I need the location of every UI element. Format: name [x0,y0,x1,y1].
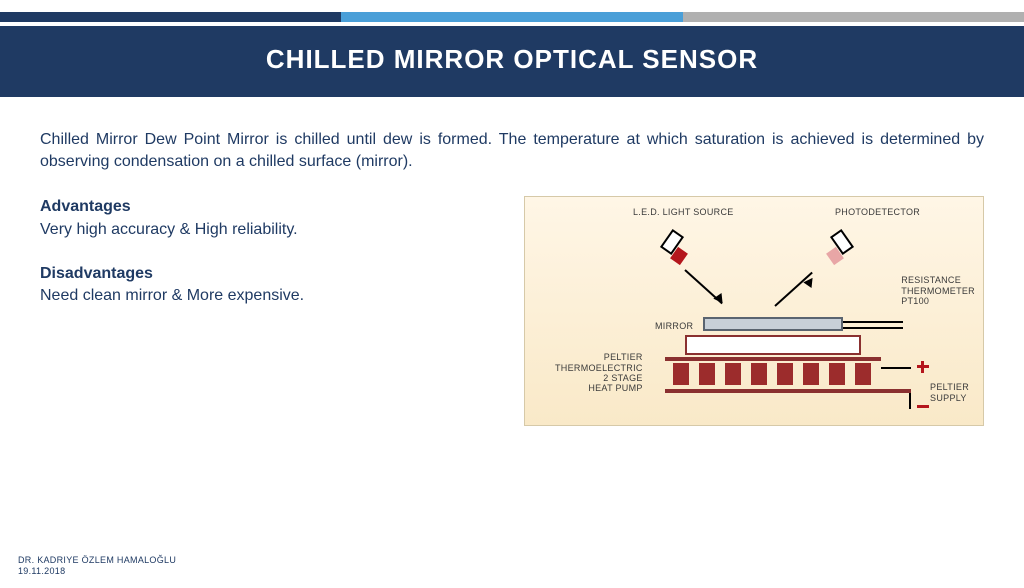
advantages-heading: Advantages [40,196,440,218]
peltier-segment [855,363,871,385]
label-supply: PELTIER SUPPLY [930,382,969,403]
peltier-rail-top [665,357,881,361]
disadvantages-body: Need clean mirror & More expensive. [40,285,440,307]
accent-seg-2 [341,12,682,22]
led-beam-line [684,269,722,304]
disadvantages-block: Disadvantages Need clean mirror & More e… [40,263,440,308]
disadvantages-heading: Disadvantages [40,263,440,285]
peltier-segment [699,363,715,385]
label-resistance-thermometer: RESISTANCE THERMOMETER PT100 [901,275,975,306]
footer-author: DR. KADRIYE ÖZLEM HAMALOĞLU [18,555,176,567]
peltier-rail-bottom [665,389,911,393]
peltier-segment [673,363,689,385]
peltier-upper-stage [685,335,861,355]
supply-wire-plus [881,367,911,369]
sensor-diagram: L.E.D. LIGHT SOURCE PHOTODETECTOR RESIST… [524,196,984,426]
label-led: L.E.D. LIGHT SOURCE [633,207,734,217]
peltier-segment [803,363,819,385]
intro-paragraph: Chilled Mirror Dew Point Mirror is chill… [40,129,984,172]
top-accent-bar [0,12,1024,22]
slide-title: CHILLED MIRROR OPTICAL SENSOR [266,44,758,74]
peltier-segment [829,363,845,385]
thermometer-wire-2 [843,327,903,329]
label-photodetector: PHOTODETECTOR [835,207,920,217]
advantages-block: Advantages Very high accuracy & High rel… [40,196,440,241]
left-column: Advantages Very high accuracy & High rel… [40,196,440,426]
footer-date: 19.11.2018 [18,566,176,578]
plus-icon-v [921,361,924,373]
peltier-segment [777,363,793,385]
peltier-segment [725,363,741,385]
content-area: Chilled Mirror Dew Point Mirror is chill… [0,97,1024,426]
peltier-segment [751,363,767,385]
label-peltier: PELTIER THERMOELECTRIC 2 STAGE HEAT PUMP [555,352,643,393]
label-mirror: MIRROR [655,321,693,331]
title-band: CHILLED MIRROR OPTICAL SENSOR [0,26,1024,97]
thermometer-wire-1 [843,321,903,323]
footer: DR. KADRIYE ÖZLEM HAMALOĞLU 19.11.2018 [18,555,176,578]
reflected-beam-line [774,272,812,307]
columns: Advantages Very high accuracy & High rel… [40,196,984,426]
minus-icon [917,405,929,408]
accent-seg-1 [0,12,341,22]
supply-wire-minus [909,393,911,409]
mirror-icon [703,317,843,331]
right-column: L.E.D. LIGHT SOURCE PHOTODETECTOR RESIST… [480,196,984,426]
advantages-body: Very high accuracy & High reliability. [40,219,440,241]
accent-seg-3 [683,12,1024,22]
